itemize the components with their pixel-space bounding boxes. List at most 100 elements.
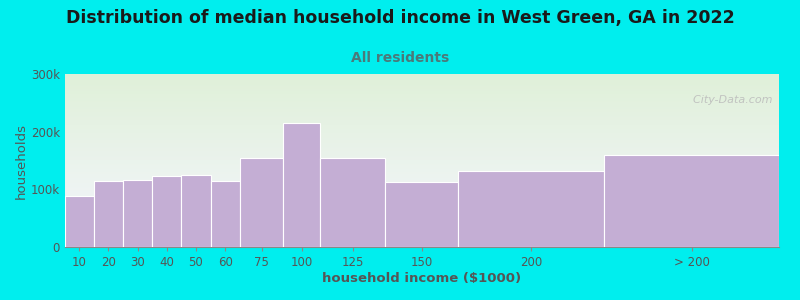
- Bar: [65, 156, 779, 157]
- Bar: [65, 159, 779, 160]
- Bar: [65, 80, 779, 81]
- Bar: [283, 123, 320, 247]
- Bar: [65, 87, 779, 88]
- Bar: [65, 118, 779, 119]
- Bar: [65, 177, 779, 178]
- Bar: [65, 169, 779, 170]
- Bar: [65, 246, 779, 247]
- Bar: [65, 134, 779, 135]
- Bar: [65, 172, 779, 173]
- Bar: [65, 135, 779, 136]
- Bar: [182, 175, 210, 247]
- Bar: [65, 122, 779, 123]
- Bar: [65, 206, 779, 207]
- Bar: [65, 84, 779, 85]
- Bar: [65, 81, 779, 82]
- Bar: [240, 158, 283, 247]
- Bar: [65, 162, 779, 163]
- Bar: [65, 102, 779, 103]
- Bar: [65, 197, 779, 198]
- Bar: [65, 151, 779, 152]
- Bar: [386, 182, 458, 247]
- Bar: [65, 115, 779, 116]
- Bar: [65, 93, 779, 94]
- Bar: [65, 116, 779, 117]
- Bar: [65, 131, 779, 132]
- Bar: [65, 187, 779, 188]
- Bar: [65, 241, 779, 242]
- Bar: [65, 242, 779, 243]
- Bar: [65, 164, 779, 165]
- Bar: [65, 240, 779, 241]
- Bar: [65, 167, 779, 168]
- Bar: [65, 201, 779, 202]
- Bar: [65, 152, 779, 153]
- Bar: [65, 200, 779, 201]
- Bar: [65, 231, 779, 232]
- Bar: [65, 182, 779, 183]
- Bar: [65, 155, 779, 156]
- Bar: [65, 128, 779, 129]
- Bar: [65, 77, 779, 78]
- Bar: [65, 124, 779, 125]
- Bar: [65, 170, 779, 171]
- Bar: [65, 181, 779, 182]
- Bar: [65, 144, 779, 145]
- Bar: [65, 212, 779, 213]
- Text: City-Data.com: City-Data.com: [686, 95, 773, 105]
- Bar: [458, 171, 604, 247]
- Bar: [65, 203, 779, 204]
- Bar: [210, 181, 240, 247]
- Bar: [65, 176, 779, 177]
- Bar: [65, 99, 779, 100]
- Bar: [65, 236, 779, 237]
- Bar: [65, 85, 779, 86]
- Bar: [65, 89, 779, 90]
- Bar: [65, 142, 779, 143]
- Bar: [65, 132, 779, 133]
- Bar: [65, 86, 779, 87]
- Bar: [65, 195, 779, 196]
- Bar: [65, 235, 779, 236]
- Bar: [65, 79, 779, 80]
- Bar: [65, 224, 779, 225]
- Bar: [65, 137, 779, 138]
- Bar: [65, 245, 779, 246]
- Bar: [65, 227, 779, 228]
- Bar: [65, 205, 779, 206]
- Bar: [65, 126, 779, 127]
- X-axis label: household income ($1000): household income ($1000): [322, 272, 522, 285]
- Bar: [65, 154, 779, 155]
- Bar: [65, 127, 779, 128]
- Bar: [65, 90, 779, 91]
- Text: Distribution of median household income in West Green, GA in 2022: Distribution of median household income …: [66, 9, 734, 27]
- Bar: [65, 219, 779, 220]
- Bar: [152, 176, 182, 247]
- Bar: [65, 106, 779, 107]
- Bar: [65, 133, 779, 134]
- Bar: [65, 83, 779, 84]
- Bar: [65, 217, 779, 218]
- Bar: [65, 244, 779, 245]
- Bar: [65, 233, 779, 234]
- Bar: [65, 229, 779, 230]
- Bar: [65, 223, 779, 224]
- Bar: [65, 161, 779, 162]
- Bar: [604, 155, 779, 247]
- Bar: [65, 222, 779, 223]
- Bar: [65, 91, 779, 92]
- Bar: [65, 199, 779, 200]
- Bar: [65, 185, 779, 186]
- Bar: [65, 198, 779, 199]
- Bar: [65, 98, 779, 99]
- Bar: [65, 125, 779, 126]
- Bar: [65, 95, 779, 96]
- Bar: [65, 119, 779, 120]
- Bar: [65, 192, 779, 193]
- Bar: [65, 183, 779, 184]
- Text: All residents: All residents: [351, 51, 449, 65]
- Bar: [65, 149, 779, 150]
- Bar: [65, 238, 779, 239]
- Bar: [65, 190, 779, 191]
- Bar: [65, 188, 779, 189]
